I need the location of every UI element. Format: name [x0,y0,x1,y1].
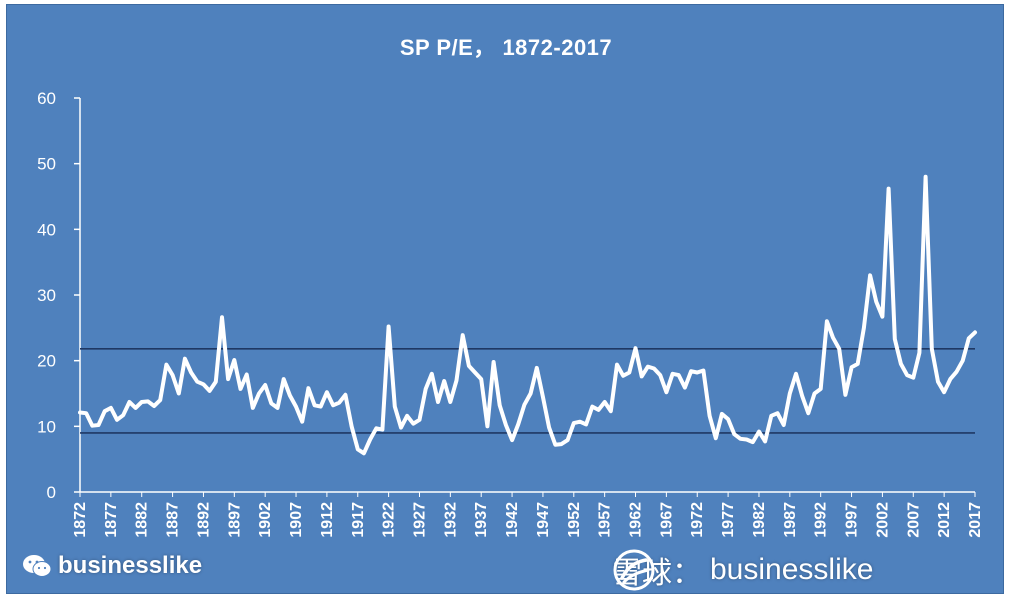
x-tick-label: 1922 [381,502,398,538]
x-tick-label: 1992 [813,502,830,538]
watermark-left: businesslike [22,552,202,580]
x-tick-label: 1892 [195,502,212,538]
y-axis: 0 10 20 30 40 50 60 [37,89,81,502]
x-tick-label: 1897 [226,502,243,538]
watermark-right-cn: 雪球： [612,557,702,590]
x-tick-label: 2017 [967,502,984,538]
x-tick-label: 1912 [319,502,336,538]
wechat-icon [23,555,52,577]
x-tick-label: 1917 [350,502,367,538]
x-tick-label: 1977 [720,502,737,538]
x-axis: 1872 1877 1882 1887 1892 1897 1902 1907 1912 1917… [72,491,984,538]
x-tick-label: 1967 [658,502,675,538]
x-tick-label: 1907 [288,502,305,538]
x-tick-label: 1902 [257,502,274,538]
x-tick-label: 2007 [905,502,922,538]
series-line [78,174,977,456]
y-tick-label: 30 [37,286,56,305]
x-tick-label: 2012 [936,502,953,538]
x-tick-label: 1887 [165,502,182,538]
x-tick-label: 1947 [535,502,552,538]
x-tick-label: 2002 [874,502,891,538]
watermark-right: 雪球： businesslike [612,548,873,592]
y-tick-label: 60 [37,89,56,108]
x-tick-label: 1997 [844,502,861,538]
watermark-left-text: businesslike [58,552,203,579]
y-tick-label: 20 [37,352,56,371]
x-tick-label: 1932 [442,502,459,538]
x-tick-label: 1982 [751,502,768,538]
x-tick-label: 1877 [103,502,120,538]
chart-title: SP P/E， 1872-2017 [399,35,613,60]
x-tick-label: 1962 [628,502,645,538]
x-tick-label: 1872 [72,502,89,538]
x-tick-label: 1987 [782,502,799,538]
snowball-icon [613,549,655,591]
x-tick-label: 1952 [566,502,583,538]
y-tick-label: 50 [37,155,56,174]
x-tick-label: 1927 [411,502,428,538]
series-group [78,174,977,456]
x-tick-label: 1957 [597,502,614,538]
watermark-right-text: businesslike [710,553,874,586]
x-tick-label: 1882 [134,502,151,538]
y-tick-label: 40 [37,220,56,239]
x-tick-label: 1942 [504,502,521,538]
y-tick-label: 0 [47,483,56,502]
x-tick-label: 1972 [689,502,706,538]
y-tick-label: 10 [37,417,56,436]
x-tick-label: 1937 [473,502,490,538]
